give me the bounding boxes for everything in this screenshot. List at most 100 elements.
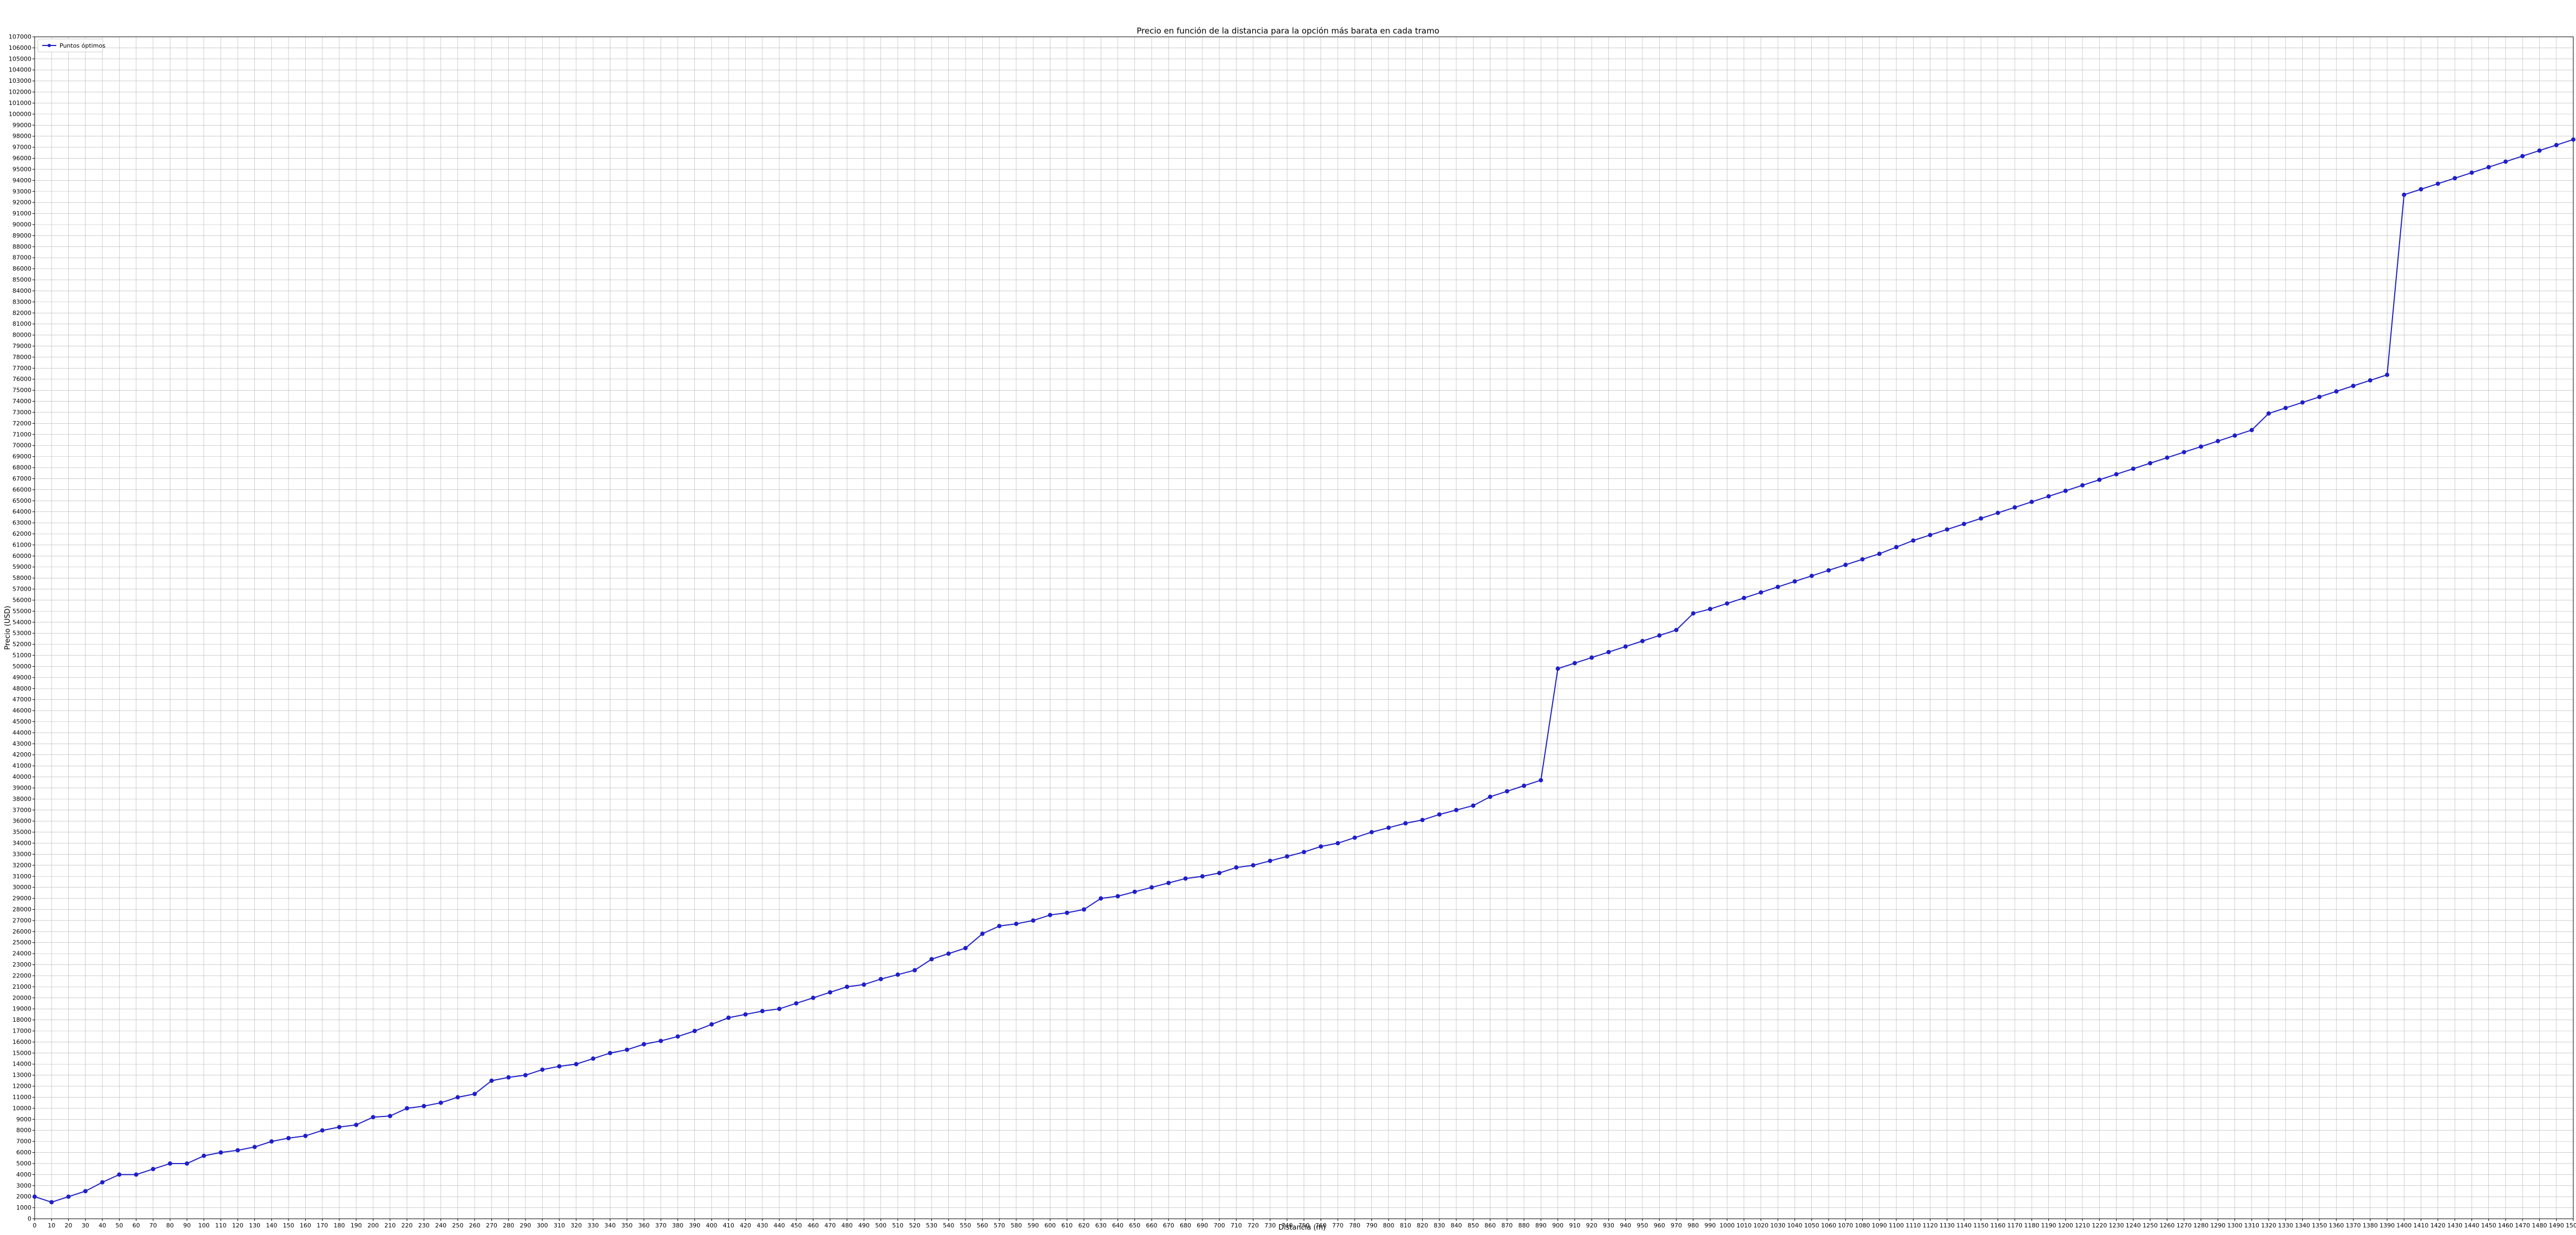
x-tick-label: 40 <box>98 1222 106 1229</box>
data-point <box>1267 858 1272 863</box>
x-tick-label: 990 <box>1705 1222 1716 1229</box>
data-point <box>2131 467 2135 471</box>
x-tick-label: 890 <box>1535 1222 1547 1229</box>
x-tick-label: 800 <box>1383 1222 1394 1229</box>
legend-marker <box>48 44 51 47</box>
data-point <box>117 1172 122 1177</box>
data-point <box>1217 871 1222 876</box>
x-tick-label: 1020 <box>1753 1222 1769 1229</box>
y-tick-label: 83000 <box>12 298 31 305</box>
data-point <box>2232 433 2237 438</box>
y-tick-label: 62000 <box>12 530 31 537</box>
data-point <box>506 1075 511 1080</box>
x-tick-label: 250 <box>452 1222 463 1229</box>
y-tick-label: 75000 <box>12 387 31 394</box>
data-point <box>2283 405 2288 410</box>
data-point <box>354 1122 359 1127</box>
data-point <box>794 1001 799 1006</box>
y-tick-label: 11000 <box>12 1094 31 1101</box>
x-tick-label: 680 <box>1180 1222 1191 1229</box>
data-point <box>1336 841 1340 846</box>
y-tick-label: 50000 <box>12 663 31 670</box>
data-point <box>1115 894 1120 898</box>
x-tick-label: 230 <box>418 1222 430 1229</box>
y-tick-label: 99000 <box>12 122 31 129</box>
x-tick-label: 340 <box>604 1222 616 1229</box>
y-tick-label: 2000 <box>16 1193 31 1200</box>
x-tick-label: 450 <box>791 1222 802 1229</box>
data-point <box>946 951 951 956</box>
y-tick-label: 71000 <box>12 431 31 438</box>
y-tick-label: 51000 <box>12 652 31 659</box>
y-tick-label: 14000 <box>12 1061 31 1068</box>
data-point <box>895 972 900 977</box>
y-tick-label: 69000 <box>12 453 31 460</box>
x-tick-label: 260 <box>469 1222 481 1229</box>
data-point <box>235 1148 240 1153</box>
x-tick-label: 0 <box>33 1222 37 1229</box>
data-point <box>83 1188 88 1193</box>
data-point <box>1454 807 1458 812</box>
x-tick-label: 1220 <box>2092 1222 2107 1229</box>
x-tick-label: 1060 <box>1821 1222 1836 1229</box>
x-tick-label: 810 <box>1400 1222 1411 1229</box>
x-tick-label: 1230 <box>2109 1222 2124 1229</box>
x-tick-label: 850 <box>1468 1222 1479 1229</box>
data-point <box>1826 568 1831 573</box>
x-tick-label: 30 <box>82 1222 89 1229</box>
x-tick-label: 270 <box>486 1222 497 1229</box>
data-point <box>66 1194 71 1199</box>
data-point <box>1352 835 1357 840</box>
data-point <box>1081 907 1086 912</box>
y-tick-label: 81000 <box>12 320 31 327</box>
y-tick-label: 57000 <box>12 586 31 593</box>
x-tick-label: 1430 <box>2447 1222 2462 1229</box>
x-tick-label: 1490 <box>2549 1222 2564 1229</box>
y-tick-label: 6000 <box>16 1149 31 1156</box>
y-tick-label: 16000 <box>12 1039 31 1046</box>
x-tick-label: 570 <box>994 1222 1005 1229</box>
x-tick-label: 320 <box>570 1222 582 1229</box>
legend-label: Puntos óptimos <box>60 42 106 49</box>
data-point <box>2266 411 2271 416</box>
data-point <box>1403 821 1408 826</box>
x-tick-label: 710 <box>1231 1222 1242 1229</box>
x-tick-label: 970 <box>1671 1222 1682 1229</box>
y-tick-label: 36000 <box>12 818 31 825</box>
x-tick-label: 1070 <box>1838 1222 1853 1229</box>
data-point <box>2435 181 2440 186</box>
x-tick-label: 170 <box>317 1222 328 1229</box>
data-point <box>1860 557 1865 562</box>
data-point <box>2520 154 2525 159</box>
x-tick-label: 1320 <box>2261 1222 2276 1229</box>
data-point <box>1606 649 1611 654</box>
x-tick-label: 290 <box>520 1222 531 1229</box>
data-point <box>1369 830 1374 835</box>
y-tick-label: 26000 <box>12 928 31 935</box>
x-tick-label: 100 <box>198 1222 209 1229</box>
x-tick-label: 460 <box>807 1222 819 1229</box>
y-tick-label: 106000 <box>9 44 31 51</box>
x-tick-label: 200 <box>367 1222 379 1229</box>
x-tick-label: 370 <box>655 1222 667 1229</box>
data-point <box>811 995 816 1000</box>
data-point <box>2216 439 2220 444</box>
x-tick-label: 500 <box>875 1222 886 1229</box>
y-tick-label: 15000 <box>12 1049 31 1056</box>
y-tick-label: 10000 <box>12 1105 31 1112</box>
y-tick-label: 63000 <box>12 520 31 527</box>
x-tick-label: 70 <box>149 1222 157 1229</box>
x-axis-ticks: 0 10 20 30 40 50 60 70 80 90 100 110 120 130 140 150 160… <box>33 1219 2576 1229</box>
y-tick-label: 91000 <box>12 210 31 217</box>
x-tick-label: 1200 <box>2058 1222 2073 1229</box>
y-tick-label: 70000 <box>12 442 31 449</box>
data-point <box>201 1153 206 1158</box>
y-tick-label: 107000 <box>9 34 31 41</box>
y-tick-label: 49000 <box>12 674 31 681</box>
data-point <box>862 982 866 987</box>
data-point <box>2571 137 2575 142</box>
y-tick-label: 27000 <box>12 917 31 924</box>
x-tick-label: 900 <box>1552 1222 1563 1229</box>
data-point <box>827 990 832 995</box>
